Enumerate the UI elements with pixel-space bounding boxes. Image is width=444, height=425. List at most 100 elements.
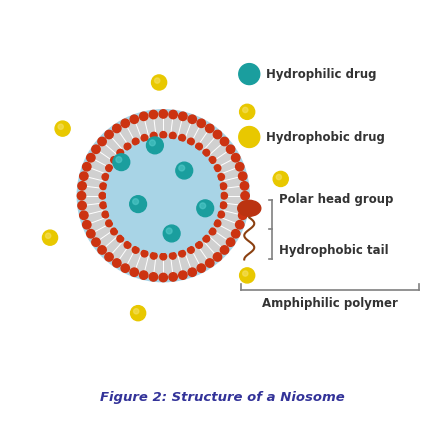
Circle shape: [130, 115, 139, 123]
Circle shape: [206, 259, 214, 267]
Circle shape: [214, 220, 221, 227]
Circle shape: [139, 271, 148, 279]
Circle shape: [98, 246, 106, 254]
Circle shape: [159, 273, 167, 282]
Circle shape: [139, 112, 148, 121]
Circle shape: [83, 221, 91, 229]
Circle shape: [78, 181, 86, 190]
Circle shape: [107, 139, 220, 252]
Circle shape: [55, 121, 70, 136]
Circle shape: [106, 220, 112, 227]
Circle shape: [124, 241, 131, 248]
Circle shape: [141, 135, 148, 141]
Circle shape: [113, 259, 121, 267]
Circle shape: [220, 246, 229, 254]
Circle shape: [151, 252, 157, 259]
Text: Hydrophilic drug: Hydrophilic drug: [266, 68, 377, 81]
Circle shape: [209, 157, 216, 163]
Circle shape: [197, 119, 206, 128]
Circle shape: [170, 252, 176, 259]
Circle shape: [242, 107, 248, 113]
Circle shape: [43, 230, 58, 245]
Circle shape: [196, 241, 202, 248]
Circle shape: [179, 165, 185, 171]
Circle shape: [197, 200, 214, 217]
Circle shape: [149, 273, 158, 281]
Circle shape: [131, 306, 146, 321]
Circle shape: [151, 132, 157, 139]
Text: Figure 2: Structure of a Niosome: Figure 2: Structure of a Niosome: [99, 391, 345, 404]
Circle shape: [169, 110, 177, 119]
Circle shape: [104, 137, 222, 255]
Circle shape: [92, 238, 100, 246]
Circle shape: [87, 230, 95, 238]
Circle shape: [45, 233, 51, 238]
Circle shape: [151, 75, 166, 90]
Circle shape: [134, 309, 139, 314]
Circle shape: [124, 143, 131, 150]
Circle shape: [241, 192, 249, 200]
Circle shape: [111, 228, 117, 235]
Circle shape: [117, 235, 123, 242]
Circle shape: [240, 104, 255, 119]
Circle shape: [220, 202, 227, 209]
Circle shape: [121, 119, 130, 128]
Circle shape: [106, 165, 112, 171]
Circle shape: [214, 165, 221, 171]
Circle shape: [83, 162, 91, 171]
Circle shape: [150, 140, 155, 146]
Circle shape: [221, 193, 227, 199]
Circle shape: [236, 221, 244, 229]
Circle shape: [98, 137, 106, 146]
Circle shape: [116, 157, 122, 163]
Text: Hydrophobic tail: Hydrophobic tail: [279, 244, 388, 257]
Circle shape: [231, 153, 240, 162]
Circle shape: [105, 253, 113, 261]
Circle shape: [117, 149, 123, 156]
Circle shape: [238, 172, 247, 180]
Circle shape: [187, 138, 194, 145]
Circle shape: [160, 253, 166, 260]
Circle shape: [239, 64, 260, 85]
Circle shape: [99, 193, 106, 199]
Circle shape: [78, 201, 86, 210]
Circle shape: [113, 124, 121, 133]
Circle shape: [58, 124, 63, 129]
Circle shape: [213, 253, 222, 261]
Circle shape: [159, 110, 167, 118]
Circle shape: [81, 113, 246, 278]
Circle shape: [149, 110, 158, 119]
Circle shape: [239, 127, 260, 147]
Circle shape: [218, 173, 225, 180]
Circle shape: [231, 230, 240, 238]
Circle shape: [169, 273, 177, 281]
Circle shape: [121, 264, 130, 272]
Circle shape: [163, 225, 180, 242]
Circle shape: [236, 162, 244, 171]
Circle shape: [226, 238, 235, 246]
Circle shape: [102, 211, 109, 218]
Circle shape: [147, 137, 163, 154]
Circle shape: [197, 264, 206, 272]
Circle shape: [79, 172, 88, 180]
Circle shape: [160, 132, 166, 138]
Text: Polar head group: Polar head group: [279, 193, 393, 207]
Circle shape: [240, 201, 249, 210]
Circle shape: [166, 228, 172, 234]
Circle shape: [79, 211, 88, 219]
Circle shape: [176, 162, 193, 179]
Circle shape: [179, 135, 186, 141]
Circle shape: [209, 228, 216, 235]
Circle shape: [133, 198, 139, 204]
Circle shape: [220, 137, 229, 146]
Circle shape: [200, 203, 206, 209]
Circle shape: [273, 171, 288, 187]
Circle shape: [155, 78, 160, 83]
Circle shape: [188, 268, 197, 276]
Circle shape: [240, 268, 255, 283]
Circle shape: [203, 149, 210, 156]
Circle shape: [206, 124, 214, 133]
Text: Amphiphilic polymer: Amphiphilic polymer: [262, 297, 398, 310]
Circle shape: [170, 132, 176, 139]
Circle shape: [132, 138, 139, 145]
